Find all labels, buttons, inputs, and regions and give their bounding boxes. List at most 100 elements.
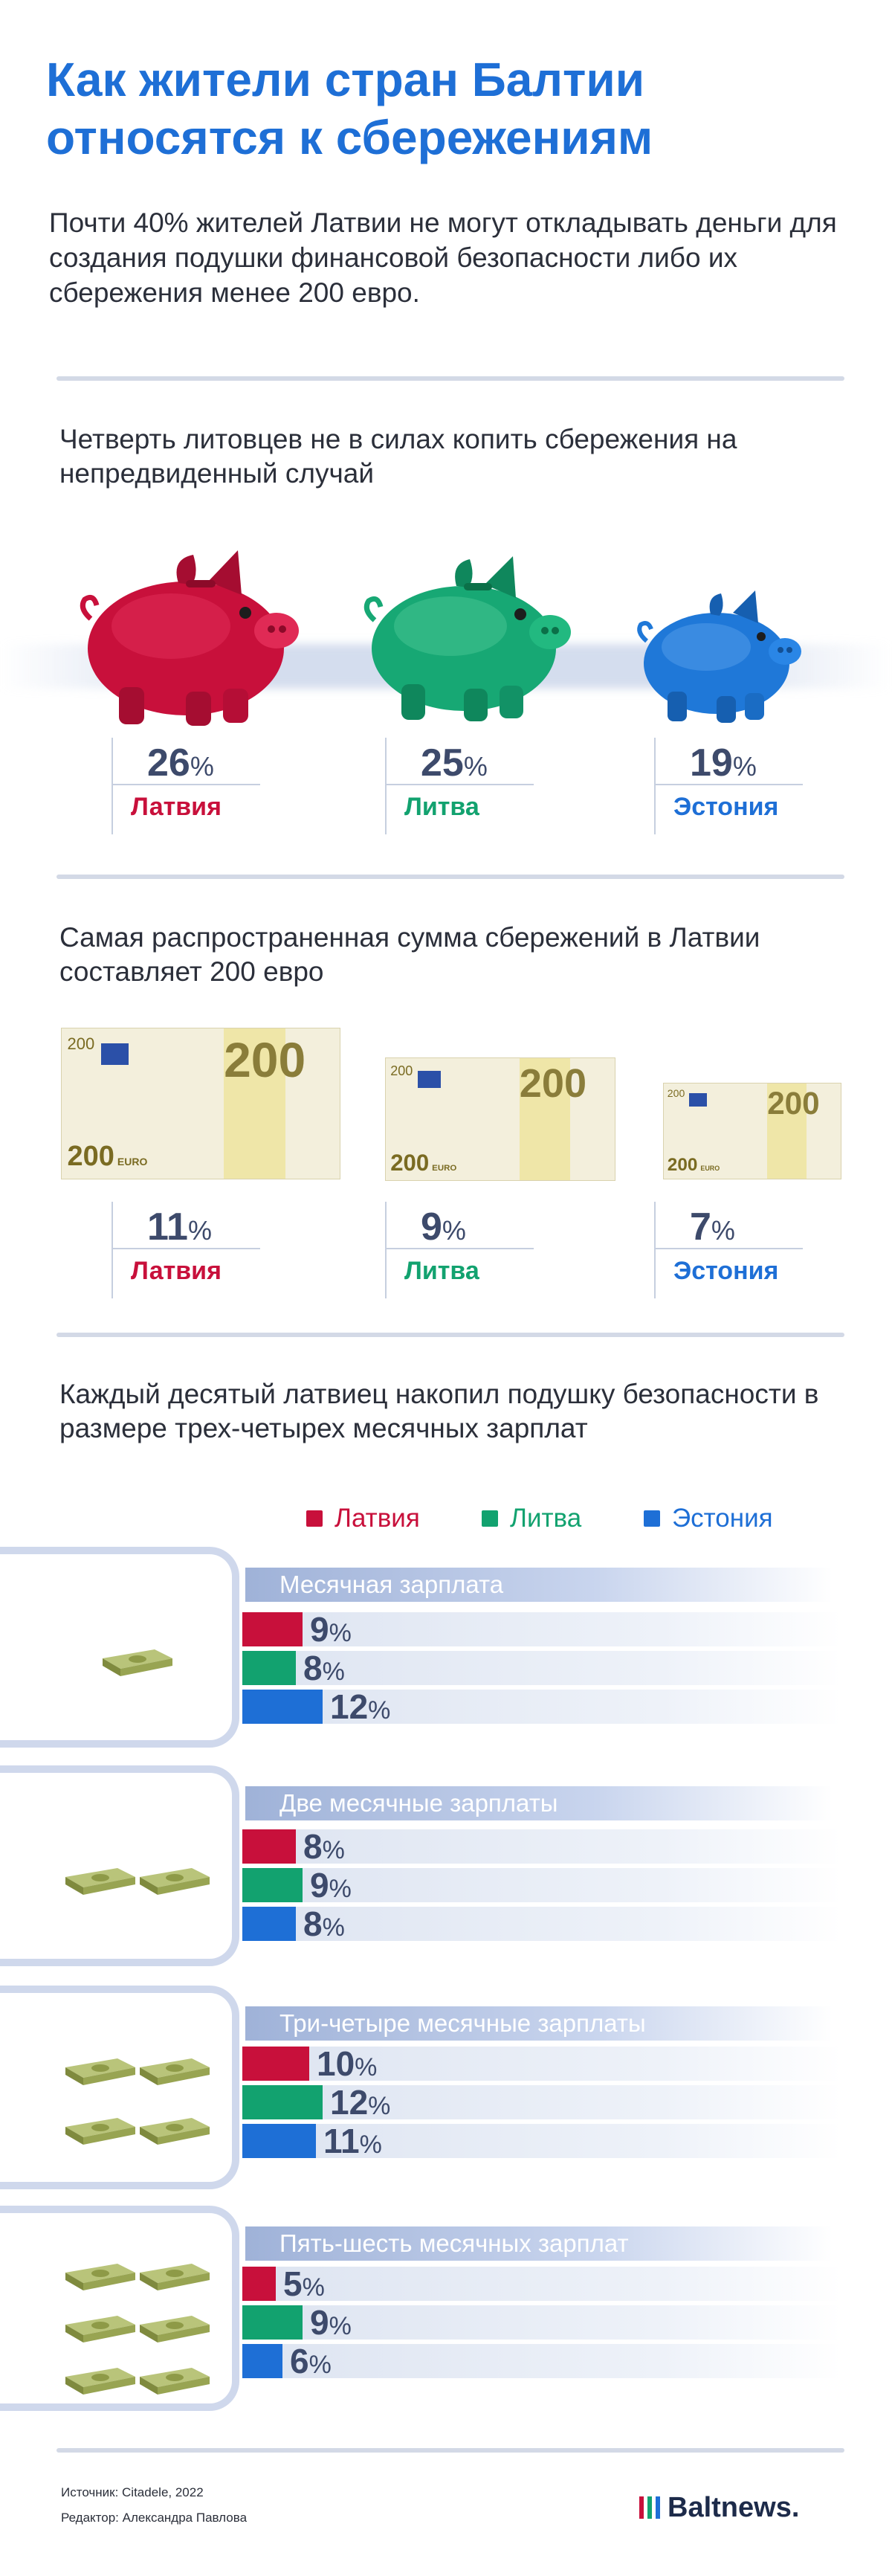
group-bracket (0, 1547, 239, 1748)
banknote-corner-value: 200 (67, 1034, 95, 1054)
cash-stack-icon (140, 2264, 210, 2290)
bar-value-label: 11% (323, 2122, 382, 2160)
legend-swatch-lithuania (482, 1510, 498, 1527)
stat-vertical-rule (112, 738, 113, 834)
section-heading-common-amount: Самая распространенная сумма сбережений … (59, 922, 760, 987)
logo-bars-icon (639, 2496, 660, 2519)
stat-horizontal-rule (112, 784, 260, 785)
banknote-corner-value: 200 (390, 1063, 413, 1078)
stat-value: 9% (421, 1205, 466, 1249)
stat-horizontal-rule (385, 1248, 534, 1249)
cash-stack-icon (65, 2316, 135, 2342)
section-heading-safety-cushion: Каждый десятый латвиец накопил подушку б… (59, 1379, 819, 1443)
bar-value-label: 8% (303, 1827, 345, 1866)
banknote-band (224, 1028, 285, 1179)
stat-vertical-rule (654, 738, 656, 834)
page-subtitle: Почти 40% жителей Латвии не могут отклад… (49, 207, 837, 308)
stat-country: Латвия (131, 793, 222, 821)
cash-stack-icon (65, 2118, 135, 2145)
stat-horizontal-rule (112, 1248, 260, 1249)
section-heading-unable-to-save: Четверть литовцев не в силах копить сбер… (59, 424, 737, 489)
banknote-denomination-small: 200 EURO (667, 1155, 720, 1176)
stat-value: 25% (421, 741, 488, 785)
category-label: Две месячные зарплаты (245, 1786, 833, 1820)
cash-stack-icon (65, 1868, 135, 1895)
legend-swatch-estonia (644, 1510, 660, 1527)
category-label: Три-четыре месячные зарплаты (245, 2006, 833, 2041)
legend-item-estonia: Эстония (644, 1504, 773, 1533)
category-label: Пять-шесть месячных зарплат (245, 2226, 833, 2261)
banknote-200-euro-3: 200 200 EURO 200 (663, 1083, 841, 1179)
stat-value: 11% (147, 1205, 212, 1249)
stat-country: Эстония (673, 1257, 779, 1285)
bar-value-label: 12% (330, 1687, 391, 1726)
bar-Литва (242, 2305, 303, 2340)
bar-track (242, 1612, 841, 1646)
cash-stack-icon (65, 2264, 135, 2290)
bar-value-label: 6% (290, 2342, 332, 2380)
cash-stack-icon (65, 2368, 135, 2395)
stat-latvia-200-euro: 11% Латвия (112, 1202, 305, 1298)
legend-label-latvia: Латвия (334, 1504, 420, 1533)
bar-track (242, 1868, 841, 1902)
stat-country: Литва (404, 793, 479, 821)
bar-value-label: 8% (303, 1649, 345, 1687)
stat-country: Эстония (673, 793, 779, 821)
bar-Эстония (242, 1690, 323, 1724)
bar-track (242, 1829, 841, 1864)
bar-value-label: 8% (303, 1904, 345, 1943)
bar-track (242, 1690, 841, 1724)
bar-Литва (242, 1651, 296, 1685)
cash-stack-icon (140, 2316, 210, 2342)
banknote-denomination-small: 200 EURO (390, 1149, 457, 1176)
editor-credit: Редактор: Александра Павлова (61, 2511, 248, 2525)
cash-stack-icon (140, 2118, 210, 2145)
legend-swatch-latvia (306, 1510, 323, 1527)
logo-text: Baltnews. (668, 2491, 800, 2523)
stat-horizontal-rule (385, 784, 534, 785)
stat-horizontal-rule (654, 1248, 803, 1249)
bar-Латвия (242, 2267, 276, 2301)
legend-label-estonia: Эстония (672, 1504, 773, 1533)
bar-Латвия (242, 1612, 303, 1646)
bar-value-label: 9% (310, 1610, 352, 1649)
bar-track (242, 2047, 841, 2081)
bar-Латвия (242, 2047, 309, 2081)
stat-country: Латвия (131, 1257, 222, 1285)
cash-stack-icon (103, 1649, 172, 1676)
stat-vertical-rule (385, 1202, 387, 1298)
cash-stack-icon (140, 2058, 210, 2085)
group-bracket (0, 2206, 239, 2411)
bar-value-label: 12% (330, 2083, 391, 2122)
stat-vertical-rule (385, 738, 387, 834)
bar-Литва (242, 1868, 303, 1902)
divider (56, 2448, 844, 2453)
page-title: Как жители стран Балтии относятся к сбер… (46, 53, 653, 164)
banknote-denomination-large: 200 (519, 1061, 587, 1107)
source-credit: Источник: Citadele, 2022 (61, 2485, 204, 2499)
piggy-bank-icon-estonia (637, 590, 801, 723)
stat-value: 19% (690, 741, 757, 785)
banknote-band (767, 1083, 807, 1179)
stat-value: 7% (690, 1205, 735, 1249)
bar-track (242, 2344, 841, 2378)
stat-lithuania-200-euro: 9% Литва (385, 1202, 578, 1298)
bar-track (242, 2085, 841, 2119)
bar-Литва (242, 2085, 323, 2119)
bar-Эстония (242, 2124, 316, 2158)
legend-label-lithuania: Литва (510, 1504, 582, 1533)
bar-Эстония (242, 1907, 296, 1941)
bar-track (242, 2305, 841, 2340)
stat-estonia-no-savings: 19% Эстония (654, 738, 847, 834)
group-bracket (0, 1986, 239, 2189)
stat-lithuania-no-savings: 25% Литва (385, 738, 578, 834)
stat-estonia-200-euro: 7% Эстония (654, 1202, 847, 1298)
divider (56, 1333, 844, 1337)
legend-item-lithuania: Литва (482, 1504, 581, 1533)
bar-value-label: 9% (310, 2303, 352, 2342)
piggy-bank-icon-lithuania (363, 556, 571, 721)
legend-item-latvia: Латвия (306, 1504, 420, 1533)
banknote-200-euro-2: 200 200 EURO 200 (385, 1057, 615, 1181)
bar-value-label: 10% (317, 2044, 378, 2083)
bar-track (242, 1907, 841, 1941)
